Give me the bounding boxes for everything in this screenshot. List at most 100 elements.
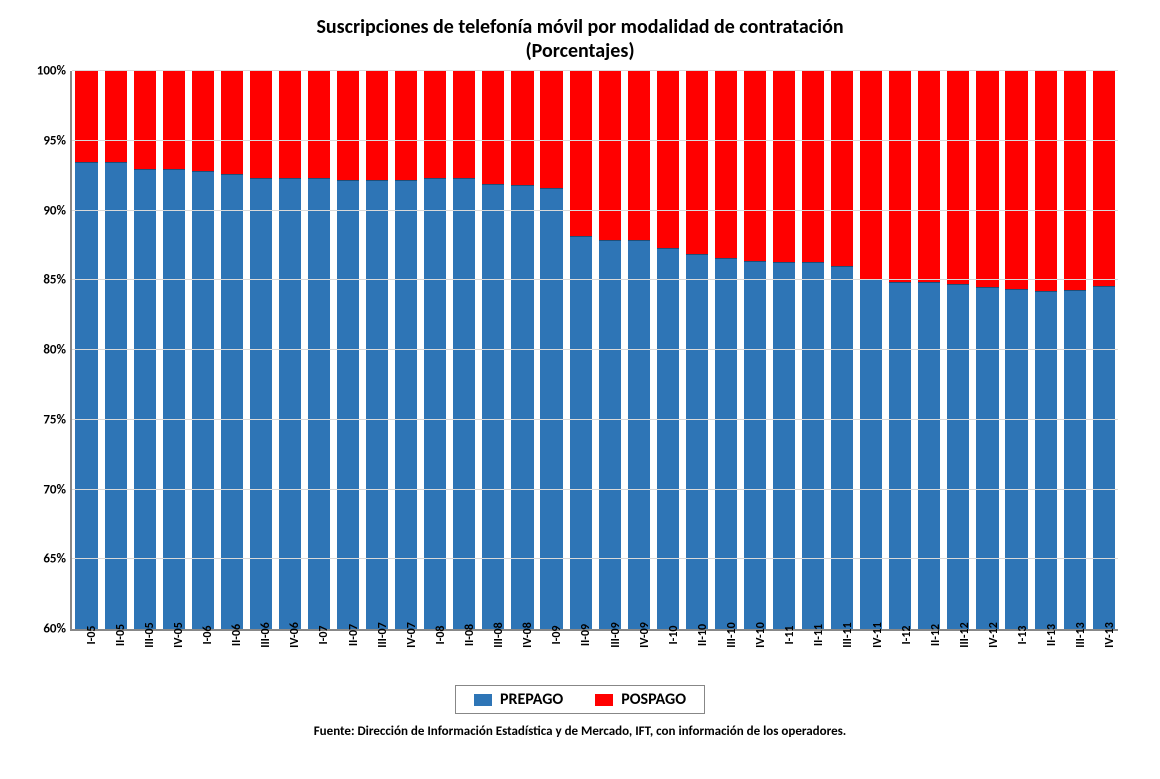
bar-segment-pospago <box>395 71 417 180</box>
bar-segment-pospago <box>802 71 824 262</box>
x-axis-labels: I-05II-05III-05IV-05I-06II-06III-06IV-06… <box>70 631 1118 679</box>
x-tick-label: I-12 <box>900 625 914 644</box>
x-tick-slot: I-05 <box>70 631 99 679</box>
bar-segment-prepago <box>395 180 417 629</box>
bar <box>599 71 621 629</box>
bar-segment-pospago <box>221 71 243 174</box>
bar-segment-pospago <box>773 71 795 262</box>
y-tick-label: 80% <box>43 343 72 358</box>
bar-slot <box>217 71 246 629</box>
x-tick-slot: III-06 <box>245 631 274 679</box>
bar-slot <box>740 71 769 629</box>
x-tick-label: III-06 <box>259 622 273 647</box>
source-text: Fuente: Dirección de Información Estadís… <box>20 724 1140 739</box>
bar <box>802 71 824 629</box>
bar-segment-prepago <box>802 262 824 629</box>
x-tick-slot: IV-06 <box>274 631 303 679</box>
x-tick-slot: II-07 <box>332 631 361 679</box>
y-tick-label: 65% <box>43 552 72 567</box>
bar <box>657 71 679 629</box>
gridline <box>72 489 1118 490</box>
bar-segment-prepago <box>540 188 562 629</box>
x-tick-slot: III-13 <box>1060 631 1089 679</box>
bar-segment-pospago <box>337 71 359 180</box>
bar-segment-prepago <box>250 178 272 629</box>
y-tick-label: 60% <box>43 622 72 637</box>
x-tick-slot: III-10 <box>710 631 739 679</box>
x-tick-slot: IV-12 <box>972 631 1001 679</box>
bar-slot <box>857 71 886 629</box>
bar-segment-prepago <box>511 185 533 629</box>
bar-slot <box>1031 71 1060 629</box>
bar <box>947 71 969 629</box>
bar <box>1064 71 1086 629</box>
bar-slot <box>508 71 537 629</box>
bar-segment-pospago <box>453 71 475 178</box>
x-tick-label: IV-10 <box>754 622 768 648</box>
x-tick-slot: II-08 <box>448 631 477 679</box>
bar-slot <box>1002 71 1031 629</box>
bar-segment-pospago <box>599 71 621 240</box>
bar <box>918 71 940 629</box>
bar <box>75 71 97 629</box>
bar-segment-prepago <box>308 178 330 629</box>
bar <box>1005 71 1027 629</box>
bar <box>250 71 272 629</box>
bar-segment-pospago <box>75 71 97 162</box>
x-tick-label: II-12 <box>929 624 943 646</box>
x-tick-slot: III-09 <box>594 631 623 679</box>
x-tick-label: I-10 <box>667 625 681 644</box>
bar-slot <box>828 71 857 629</box>
x-tick-label: III-07 <box>376 622 390 647</box>
x-tick-label: I-06 <box>201 625 215 644</box>
bar-slot <box>1060 71 1089 629</box>
bar-slot <box>944 71 973 629</box>
bar-segment-prepago <box>366 180 388 629</box>
bar <box>424 71 446 629</box>
y-tick-label: 95% <box>43 133 72 148</box>
bar-slot <box>246 71 275 629</box>
bar <box>831 71 853 629</box>
bar <box>395 71 417 629</box>
bar-segment-prepago <box>453 178 475 629</box>
bar-segment-pospago <box>628 71 650 240</box>
x-tick-slot: II-05 <box>99 631 128 679</box>
bar-segment-pospago <box>1005 71 1027 289</box>
x-tick-slot: I-12 <box>885 631 914 679</box>
bar-segment-prepago <box>192 171 214 629</box>
x-tick-slot: II-09 <box>565 631 594 679</box>
bar-slot <box>275 71 304 629</box>
x-tick-label: II-09 <box>579 624 593 646</box>
bar-segment-prepago <box>831 266 853 629</box>
x-tick-label: II-06 <box>230 624 244 646</box>
bar <box>482 71 504 629</box>
x-tick-slot: II-10 <box>681 631 710 679</box>
legend-item: PREPAGO <box>474 690 563 709</box>
gridline <box>72 210 1118 211</box>
bar-slot <box>188 71 217 629</box>
x-tick-label: III-08 <box>492 622 506 647</box>
bar-slot <box>392 71 421 629</box>
bar-segment-pospago <box>686 71 708 254</box>
bar-slot <box>624 71 653 629</box>
bar <box>540 71 562 629</box>
bar-segment-pospago <box>947 71 969 284</box>
x-tick-label: II-13 <box>1045 624 1059 646</box>
bar <box>221 71 243 629</box>
bar-segment-prepago <box>570 236 592 629</box>
bar-segment-pospago <box>918 71 940 282</box>
plot-area: 60%65%70%75%80%85%90%95%100% <box>70 71 1118 631</box>
y-tick-label: 85% <box>43 273 72 288</box>
x-tick-label: IV-13 <box>1103 622 1117 648</box>
plot-wrap: 60%65%70%75%80%85%90%95%100% I-05II-05II… <box>70 71 1118 679</box>
legend-swatch <box>474 694 492 706</box>
bar-slot <box>770 71 799 629</box>
x-tick-slot: III-07 <box>361 631 390 679</box>
y-tick-label: 70% <box>43 482 72 497</box>
x-tick-label: III-13 <box>1074 622 1088 647</box>
bar-segment-pospago <box>540 71 562 188</box>
bar <box>976 71 998 629</box>
x-tick-slot: I-13 <box>1002 631 1031 679</box>
gridline <box>72 419 1118 420</box>
bar-slot <box>711 71 740 629</box>
